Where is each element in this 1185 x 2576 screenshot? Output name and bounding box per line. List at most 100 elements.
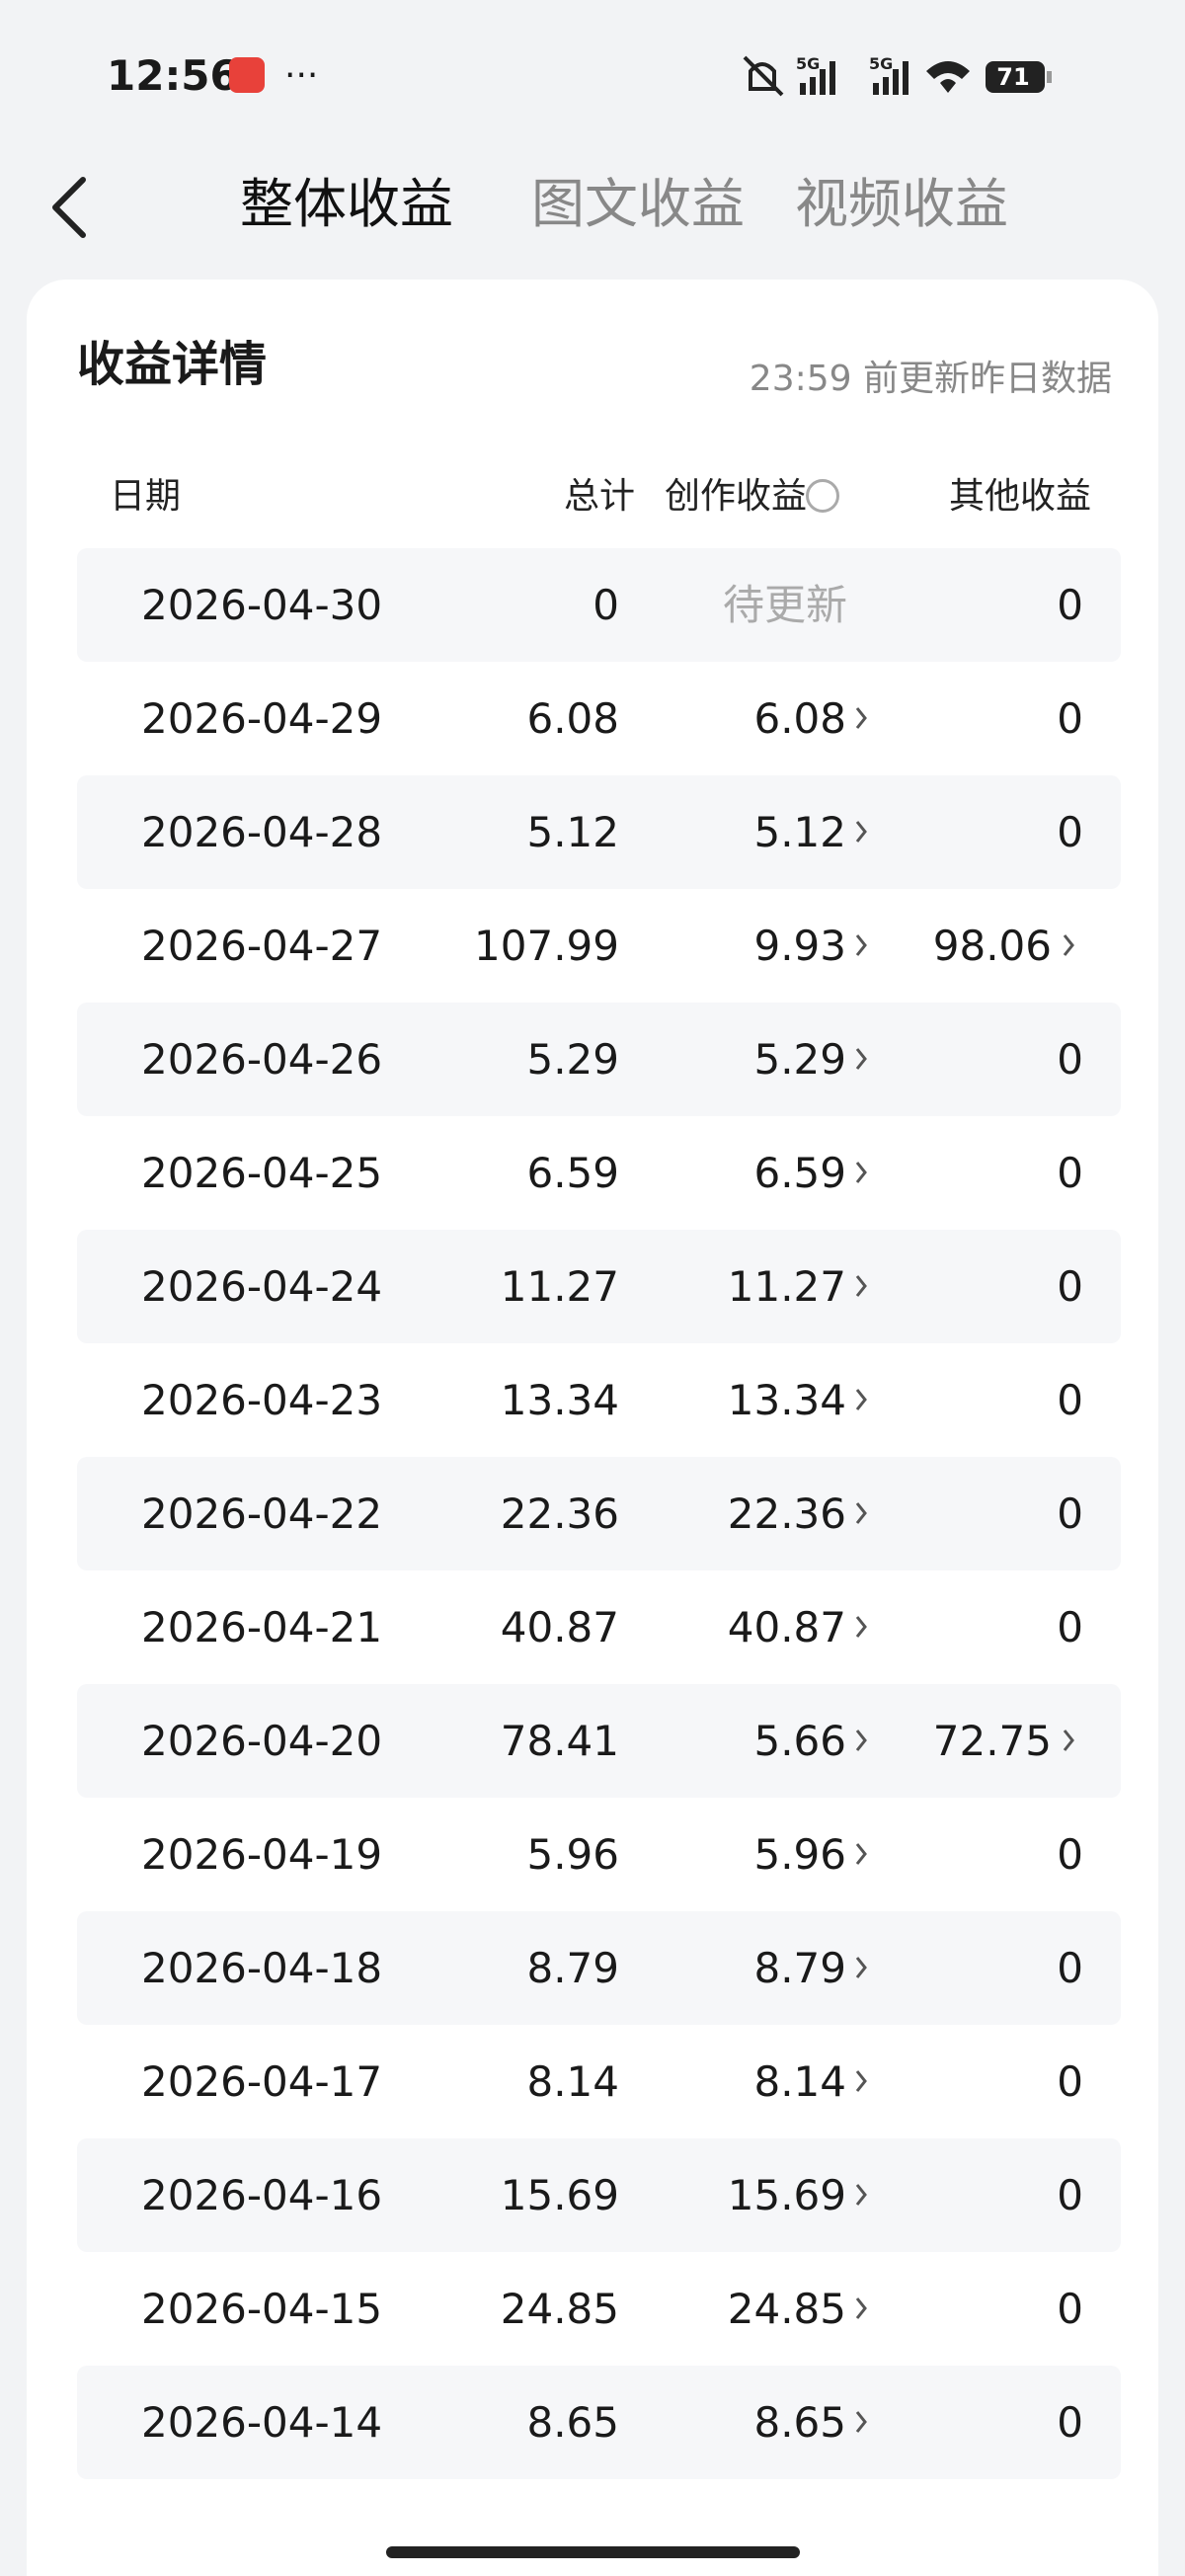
total-cell: 24.85 <box>500 2285 619 2333</box>
other-cell: 0 <box>1057 1603 1083 1651</box>
total-cell: 11.27 <box>500 1262 619 1311</box>
date-cell: 2026-04-23 <box>141 1376 383 1424</box>
chevron[interactable] <box>854 930 868 960</box>
date-cell: 2026-04-28 <box>141 808 383 856</box>
total-cell: 0 <box>592 581 619 629</box>
date-cell: 2026-04-24 <box>141 1262 383 1311</box>
other-cell: 0 <box>1057 694 1083 743</box>
creation-cell: 9.93 <box>753 922 846 970</box>
creation-cell: 13.34 <box>727 1376 846 1424</box>
other-cell: 0 <box>1057 1944 1083 1992</box>
chevron[interactable] <box>854 1839 868 1869</box>
status-more: ··· <box>284 55 319 96</box>
battery-level: 71 <box>996 63 1029 91</box>
card: 收益详情 23:59 前更新昨日数据 日期 总计 创作收益 其他收益 2026-04-3… <box>27 280 1158 2576</box>
other-cell: 0 <box>1057 2057 1083 2106</box>
chevron[interactable] <box>854 1726 868 1755</box>
chevron[interactable] <box>1062 930 1075 960</box>
chevron[interactable] <box>854 2180 868 2210</box>
creation-cell: 8.65 <box>753 2398 846 2447</box>
date-cell: 2026-04-26 <box>141 1035 383 1084</box>
chevron[interactable] <box>854 1044 868 1074</box>
column-header: 日期 <box>110 476 182 517</box>
chevron[interactable] <box>854 2407 868 2437</box>
date-cell: 2026-04-14 <box>141 2398 383 2447</box>
date-cell: 2026-04-22 <box>141 1489 383 1538</box>
total-cell: 40.87 <box>500 1603 619 1651</box>
other-cell[interactable]: 98.06 <box>932 922 1052 970</box>
table-row: 2026-04-14 8.65 8.65 0 <box>77 2366 1121 2479</box>
total-cell: 78.41 <box>500 1717 619 1765</box>
home-indicator <box>386 2546 800 2558</box>
chevron[interactable] <box>854 703 868 733</box>
other-cell: 0 <box>1057 581 1083 629</box>
other-cell: 0 <box>1057 1035 1083 1084</box>
table-row: 2026-04-20 78.41 5.66 72.75 <box>77 1684 1121 1798</box>
date-cell: 2026-04-20 <box>141 1717 383 1765</box>
other-cell: 0 <box>1057 2171 1083 2219</box>
back-button[interactable] <box>47 176 91 239</box>
table-row: 2026-04-29 6.08 6.08 0 <box>77 662 1121 775</box>
date-cell: 2026-04-21 <box>141 1603 383 1651</box>
creation-cell: 6.59 <box>753 1149 846 1197</box>
chevron[interactable] <box>854 2066 868 2096</box>
tab[interactable]: 整体收益 <box>240 173 453 235</box>
update-note: 23:59 前更新昨日数据 <box>749 359 1112 399</box>
chevron[interactable] <box>854 1158 868 1187</box>
date-cell: 2026-04-30 <box>141 581 383 629</box>
total-cell: 6.08 <box>526 694 619 743</box>
creation-cell: 15.69 <box>727 2171 846 2219</box>
help-icon[interactable] <box>806 479 839 513</box>
total-cell: 5.96 <box>526 1830 619 1879</box>
column-header: 其他收益 <box>948 476 1091 517</box>
other-cell[interactable]: 72.75 <box>932 1717 1052 1765</box>
table-row: 2026-04-18 8.79 8.79 0 <box>77 1911 1121 2025</box>
chevron[interactable] <box>854 1953 868 1982</box>
table-row: 2026-04-25 6.59 6.59 0 <box>77 1116 1121 1230</box>
creation-cell: 22.36 <box>727 1489 846 1538</box>
other-cell: 0 <box>1057 1262 1083 1311</box>
chevron[interactable] <box>854 1385 868 1414</box>
chevron[interactable] <box>854 1498 868 1528</box>
chevron[interactable] <box>854 1271 868 1301</box>
chevron[interactable] <box>854 2294 868 2323</box>
other-cell: 0 <box>1057 1149 1083 1197</box>
creation-cell: 5.29 <box>753 1035 846 1084</box>
total-cell: 15.69 <box>500 2171 619 2219</box>
date-cell: 2026-04-16 <box>141 2171 383 2219</box>
other-cell: 0 <box>1057 1489 1083 1538</box>
status-icons: 5G 5G 71 <box>743 54 1052 97</box>
date-cell: 2026-04-25 <box>141 1149 383 1197</box>
creation-cell: 6.08 <box>753 694 846 743</box>
signal-label: 5G <box>869 54 893 73</box>
table-row: 2026-04-26 5.29 5.29 0 <box>77 1003 1121 1116</box>
table-row: 2026-04-30 0 待更新 0 <box>77 548 1121 662</box>
total-cell: 5.29 <box>526 1035 619 1084</box>
creation-cell: 8.79 <box>753 1944 846 1992</box>
creation-cell: 5.12 <box>753 808 846 856</box>
chevron[interactable] <box>854 817 868 846</box>
card-title: 收益详情 <box>77 337 268 392</box>
table-row: 2026-04-21 40.87 40.87 0 <box>77 1570 1121 1684</box>
date-cell: 2026-04-15 <box>141 2285 383 2333</box>
tab[interactable]: 视频收益 <box>795 173 1008 235</box>
tab[interactable]: 图文收益 <box>531 173 745 235</box>
other-cell: 0 <box>1057 1376 1083 1424</box>
other-cell: 0 <box>1057 1830 1083 1879</box>
table-row: 2026-04-27 107.99 9.93 98.06 <box>77 889 1121 1003</box>
date-cell: 2026-04-27 <box>141 922 383 970</box>
chevron[interactable] <box>854 1612 868 1642</box>
creation-cell: 5.96 <box>753 1830 846 1879</box>
other-cell: 0 <box>1057 2398 1083 2447</box>
chevron[interactable] <box>1062 1726 1075 1755</box>
creation-cell: 40.87 <box>727 1603 846 1651</box>
other-cell: 0 <box>1057 2285 1083 2333</box>
total-cell: 6.59 <box>526 1149 619 1197</box>
creation-cell: 24.85 <box>727 2285 846 2333</box>
total-cell: 107.99 <box>474 922 619 970</box>
table-row: 2026-04-22 22.36 22.36 0 <box>77 1457 1121 1570</box>
date-cell: 2026-04-29 <box>141 694 383 743</box>
total-cell: 13.34 <box>500 1376 619 1424</box>
table-row: 2026-04-24 11.27 11.27 0 <box>77 1230 1121 1343</box>
